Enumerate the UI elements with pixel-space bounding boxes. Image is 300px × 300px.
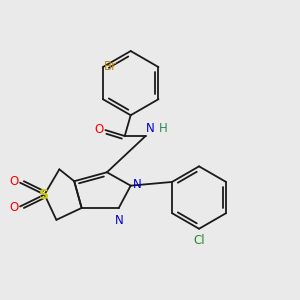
Text: S: S (39, 188, 49, 202)
Text: Cl: Cl (193, 234, 205, 247)
Text: H: H (159, 122, 168, 135)
Text: O: O (9, 201, 19, 214)
Text: O: O (9, 175, 19, 188)
Text: N: N (146, 122, 155, 135)
Text: O: O (95, 123, 104, 136)
Text: N: N (133, 178, 141, 191)
Text: N: N (115, 214, 124, 227)
Text: Br: Br (104, 60, 118, 73)
